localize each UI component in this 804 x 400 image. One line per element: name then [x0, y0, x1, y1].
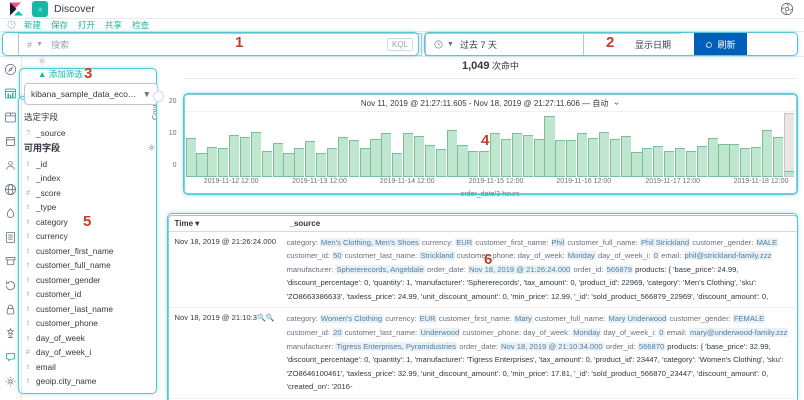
svg-text:讨: 讨: [38, 7, 42, 12]
